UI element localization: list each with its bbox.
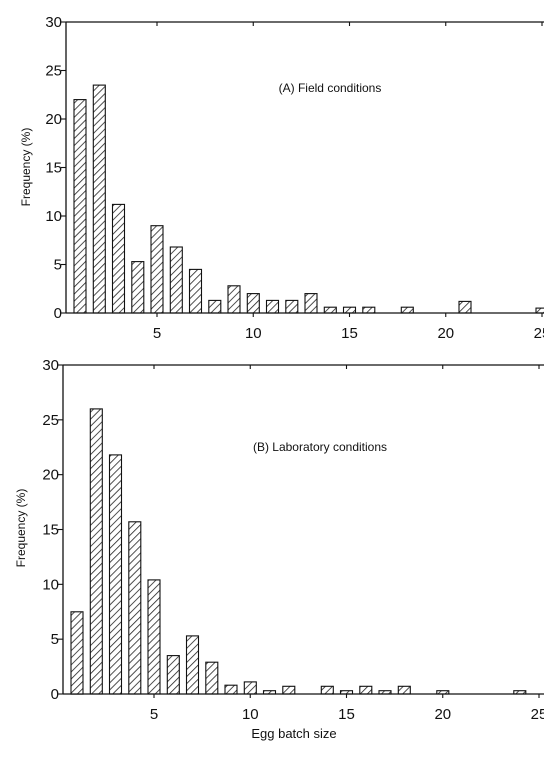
panel-b-x-tick-label-20: 20 [434,706,451,723]
panel-b-bar-7 [185,635,200,695]
panel-a-bar-5 [150,225,164,314]
panel-a-bar-10 [246,293,260,314]
panel-b-y-tick-label-25: 25 [42,412,59,429]
panel-a-x-tick-label-25: 25 [534,325,544,342]
panel-a: 0 5 10 15 20 25 30 5 10 15 20 25 (A) Field conditio… [19,14,544,342]
panel-a-bar-3 [111,203,126,314]
x-axis-label: Egg batch size [251,726,336,741]
panel-a-x-tick-label-20: 20 [437,325,454,342]
panel-a-bar-18 [400,306,414,314]
panel-b-y-tick-label-10: 10 [42,576,59,593]
panel-b-bar-5 [147,579,161,695]
panel-a-bar-12 [285,299,299,314]
panel-b-bar-16 [359,685,373,695]
panel-b-title: (B) Laboratory conditions [253,440,387,454]
panel-b-bar-9 [224,684,238,695]
panel-a-title: (A) Field conditions [279,81,382,95]
panel-a-bar-25 [535,307,544,314]
panel-a-y-tick-label-5: 5 [54,257,62,274]
panel-a-y-tick-label-25: 25 [45,63,62,80]
panel-b-bar-12 [282,685,296,695]
panel-b-y-tick-label-15: 15 [42,522,59,539]
panel-a-bar-11 [265,299,280,314]
panel-a-y-tick-label-20: 20 [45,111,62,128]
panel-b-y-tick-label-20: 20 [42,467,59,484]
panel-a-bar-2 [92,84,106,314]
panel-b-bar-6 [166,655,180,695]
panel-b-bar-4 [128,521,142,695]
panel-a-bar-16 [362,306,376,314]
panel-a-bar-14 [323,306,337,314]
panel-a-bar-1 [73,99,87,314]
panel-b-axes: 0 5 10 15 20 25 30 5 10 15 20 25 [42,357,544,723]
panel-a-bar-8 [208,299,222,314]
panel-a-axes: 0 5 10 15 20 25 30 5 10 15 20 25 [45,14,544,342]
panel-b-bar-3 [108,454,123,695]
panel-a-bar-4 [131,261,145,314]
panel-a-y-tick-label-15: 15 [45,160,62,177]
panel-a-y-tick-label-0: 0 [54,305,62,322]
panel-a-x-tick-label-5: 5 [153,325,161,342]
panel-a-x-tick-label-15: 15 [341,325,358,342]
panel-b-y-tick-label-0: 0 [51,686,59,703]
panel-b-y-axis-label: Frequency (%) [14,489,28,568]
panel-b-bar-18 [397,685,411,695]
panel-a-bar-15 [342,306,357,314]
panel-b-bar-2 [89,408,103,695]
panel-a-bar-6 [169,246,183,314]
panel-b-bar-1 [70,611,84,695]
panel-b-x-tick-label-25: 25 [531,706,544,723]
panel-a-bar-9 [227,285,241,314]
panel-b-bar-8 [205,661,219,695]
panel-b-bars [70,408,527,695]
panel-b-bar-14 [320,685,334,695]
panel-b-bar-10 [243,681,257,695]
panel-a-bar-21 [458,300,472,314]
panel-b-x-tick-label-15: 15 [338,706,355,723]
panel-b-x-tick-label-5: 5 [150,706,158,723]
panel-a-bars [73,84,544,314]
panel-a-y-tick-label-10: 10 [45,208,62,225]
panel-a-y-axis-label: Frequency (%) [19,128,33,207]
panel-a-x-tick-label-10: 10 [245,325,262,342]
panel-a-bar-7 [188,268,203,314]
panel-b: 0 5 10 15 20 25 30 5 10 15 20 25 (B) Laboratory con… [14,357,544,723]
panel-b-x-tick-label-10: 10 [242,706,259,723]
panel-a-y-tick-label-30: 30 [45,14,62,31]
panel-b-y-tick-label-5: 5 [51,631,59,648]
panel-a-bar-13 [304,293,318,314]
panel-b-y-tick-label-30: 30 [42,357,59,374]
